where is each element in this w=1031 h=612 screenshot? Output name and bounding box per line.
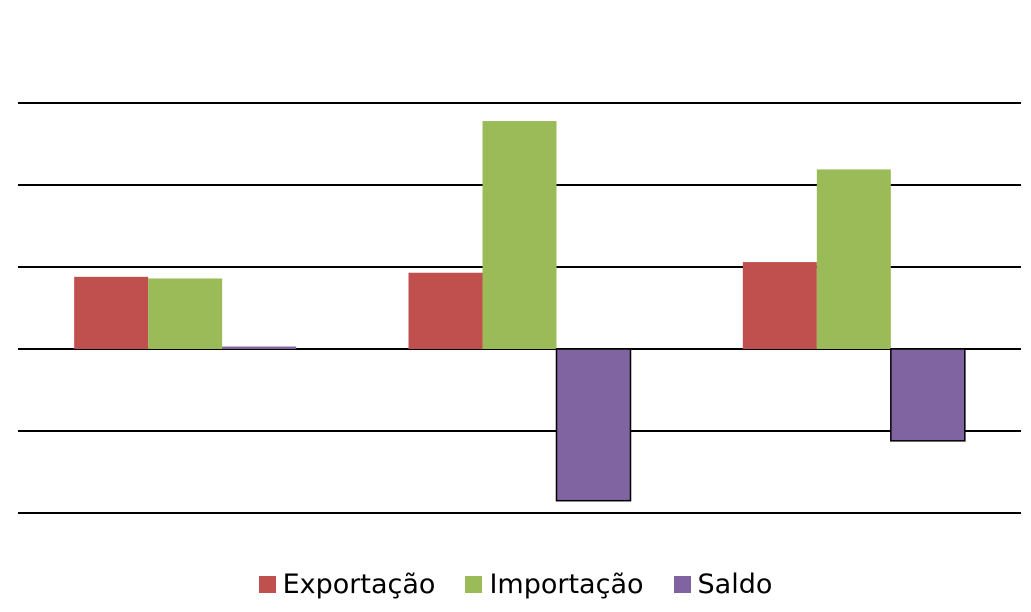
- legend-item-saldo: Saldo: [673, 568, 773, 600]
- legend-item-exportacao: Exportação: [258, 568, 436, 600]
- legend-label-importacao: Importação: [489, 568, 644, 600]
- bar-importacao-2: [482, 121, 557, 349]
- legend-swatch-importacao: [465, 575, 483, 593]
- bar-exportacao-1: [74, 276, 149, 349]
- bar-importacao-3: [816, 169, 891, 349]
- legend-label-saldo: Saldo: [697, 568, 773, 600]
- bar-importacao-1: [148, 278, 223, 349]
- bar-exportacao-2: [408, 272, 483, 349]
- legend-item-importacao: Importação: [465, 568, 644, 600]
- legend-swatch-exportacao: [258, 575, 276, 593]
- bar-saldo-2: [555, 348, 632, 502]
- bar-saldo-1: [222, 346, 297, 349]
- legend: Exportação Importação Saldo: [0, 566, 1031, 602]
- bar-exportacao-3: [742, 262, 817, 349]
- bars: [74, 121, 966, 502]
- bar-saldo-3: [890, 348, 966, 442]
- legend-label-exportacao: Exportação: [282, 568, 436, 600]
- legend-swatch-saldo: [673, 575, 691, 593]
